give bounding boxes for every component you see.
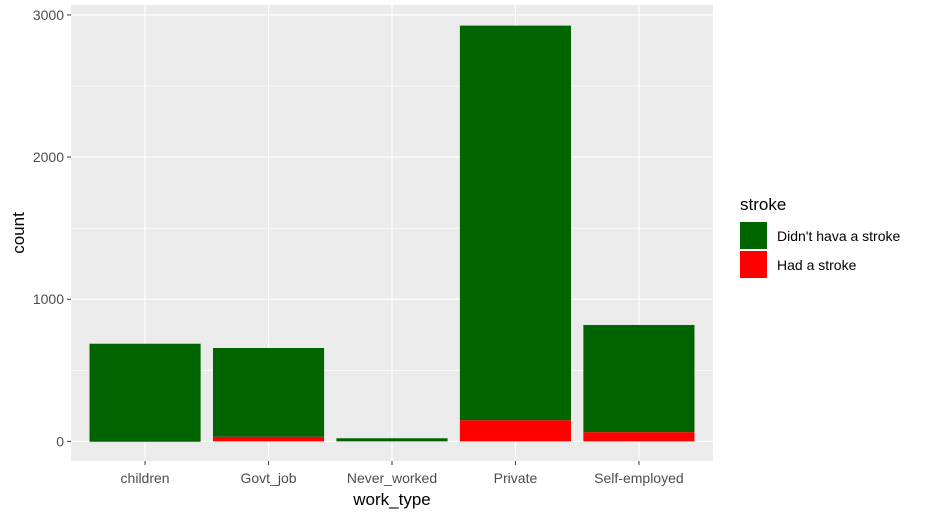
x-tick-label: Self-employed [594, 470, 684, 486]
y-axis: 0 1000 2000 3000 [33, 7, 71, 449]
x-tick-label: Private [494, 470, 538, 486]
y-tick-label: 3000 [33, 7, 64, 23]
bar-stroke-private [459, 420, 572, 442]
legend-title: stroke [740, 195, 786, 214]
bar-stroke-self-employed [583, 432, 695, 442]
legend-label: Didn't hava a stroke [777, 228, 901, 244]
bars [89, 25, 695, 442]
x-tick-label: Govt_job [241, 470, 297, 486]
y-tick-label: 1000 [33, 291, 64, 307]
y-axis-title: count [9, 212, 28, 254]
bar-no-stroke-never_worked [336, 438, 448, 442]
bar-no-stroke-private [459, 25, 572, 421]
x-tick-label: children [121, 470, 170, 486]
legend: stroke Didn't hava a stroke Had a stroke [740, 195, 901, 278]
x-tick-label: Never_worked [347, 470, 437, 486]
bar-stroke-govt_job [212, 436, 325, 442]
legend-swatch [740, 222, 767, 249]
x-axis-title: work_type [352, 490, 430, 509]
bar-no-stroke-govt_job [212, 347, 325, 437]
legend-swatch [740, 251, 767, 278]
y-tick-label: 2000 [33, 149, 64, 165]
x-axis: children Govt_job Never_worked Private Self-… [121, 461, 684, 486]
y-tick-label: 0 [56, 433, 64, 449]
bar-stroke-children [89, 441, 201, 442]
bar-no-stroke-children [89, 343, 201, 442]
legend-items: Didn't hava a stroke Had a stroke [740, 222, 901, 278]
legend-label: Had a stroke [777, 257, 857, 273]
bar-no-stroke-self-employed [583, 324, 695, 433]
